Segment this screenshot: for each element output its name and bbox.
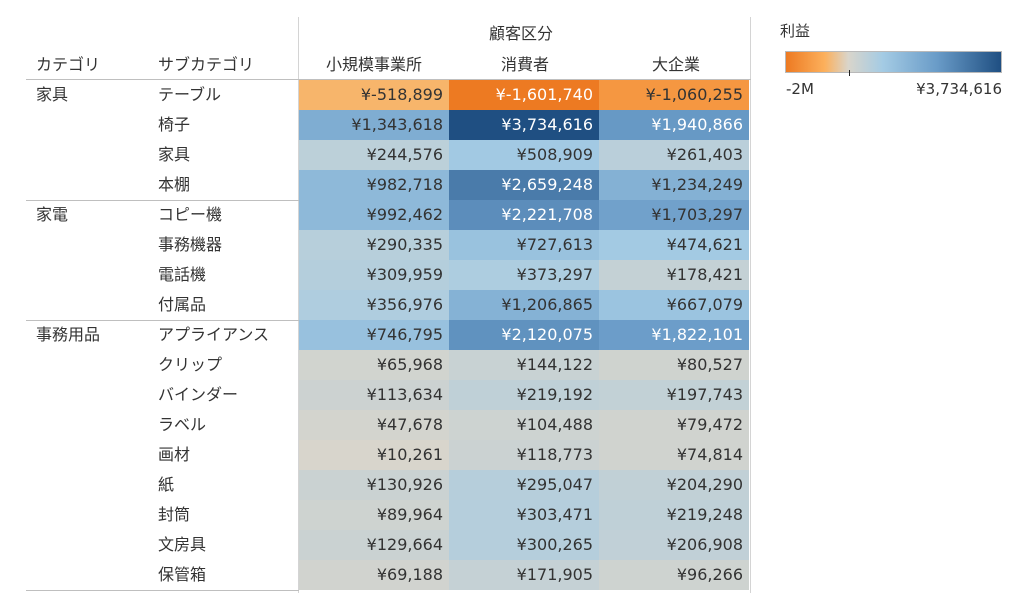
heatmap-cell: ¥1,343,618	[299, 110, 449, 140]
heatmap-cell: ¥300,265	[449, 530, 599, 560]
subcategory-label: 付属品	[158, 295, 207, 314]
heatmap-cell: ¥178,421	[599, 260, 749, 290]
heatmap-cell: ¥982,718	[299, 170, 449, 200]
column-divider	[298, 17, 299, 593]
heatmap-cell: ¥3,734,616	[449, 110, 599, 140]
subcategory-label: 文房具	[158, 535, 207, 554]
heatmap-cell: ¥295,047	[449, 470, 599, 500]
heatmap-cell: ¥1,822,101	[599, 320, 749, 350]
header-rule	[26, 79, 751, 80]
heatmap-cell: ¥171,905	[449, 560, 599, 590]
heatmap-cell: ¥10,261	[299, 440, 449, 470]
subcategory-label: 椅子	[158, 115, 191, 134]
heatmap-cell: ¥1,703,297	[599, 200, 749, 230]
subcategory-label: アプライアンス	[158, 325, 270, 344]
subcategory-label: ラベル	[158, 415, 207, 434]
heatmap-cell: ¥65,968	[299, 350, 449, 380]
column-group-header: 顧客区分	[489, 24, 554, 43]
heatmap-cell: ¥-1,060,255	[599, 80, 749, 110]
heatmap-cell: ¥197,743	[599, 380, 749, 410]
heatmap-cell: ¥144,122	[449, 350, 599, 380]
heatmap-cell: ¥992,462	[299, 200, 449, 230]
heatmap-cell: ¥96,266	[599, 560, 749, 590]
heatmap-cell: ¥74,814	[599, 440, 749, 470]
category-label: 事務用品	[36, 325, 101, 344]
subcategory-label: 保管箱	[158, 565, 207, 584]
heatmap-cell: ¥746,795	[299, 320, 449, 350]
heatmap-cell: ¥2,659,248	[449, 170, 599, 200]
heatmap-cell: ¥79,472	[599, 410, 749, 440]
heatmap-cell: ¥1,206,865	[449, 290, 599, 320]
heatmap-cell: ¥113,634	[299, 380, 449, 410]
subcategory-label: テーブル	[158, 85, 222, 104]
heatmap-cell: ¥219,248	[599, 500, 749, 530]
category-label: 家電	[36, 205, 69, 224]
column-header-small-business: 小規模事業所	[326, 55, 423, 74]
heatmap-cell: ¥1,940,866	[599, 110, 749, 140]
subcategory-label: 紙	[158, 475, 175, 494]
heatmap-cell: ¥69,188	[299, 560, 449, 590]
heatmap-cell: ¥373,297	[449, 260, 599, 290]
heatmap-cell: ¥356,976	[299, 290, 449, 320]
heatmap-cell: ¥206,908	[599, 530, 749, 560]
heatmap-cell: ¥80,527	[599, 350, 749, 380]
heatmap-cell: ¥508,909	[449, 140, 599, 170]
subcategory-label: 画材	[158, 445, 191, 464]
heatmap-cell: ¥47,678	[299, 410, 449, 440]
category-divider	[26, 199, 299, 201]
heatmap-cell: ¥474,621	[599, 230, 749, 260]
subcategory-label: 電話機	[158, 265, 207, 284]
subcategory-label: コピー機	[158, 205, 223, 224]
bottom-rule	[26, 590, 299, 591]
legend-max-label: ¥3,734,616	[916, 80, 1002, 98]
heatmap-cell: ¥104,488	[449, 410, 599, 440]
category-divider	[26, 319, 299, 321]
heatmap-cell: ¥1,234,249	[599, 170, 749, 200]
legend-zero-tick	[849, 70, 850, 76]
heatmap-cell: ¥2,221,708	[449, 200, 599, 230]
category-label: 家具	[36, 85, 69, 104]
legend-title: 利益	[780, 22, 811, 40]
subcategory-label: 事務機器	[158, 235, 223, 254]
heatmap-cell: ¥204,290	[599, 470, 749, 500]
heatmap-cell: ¥727,613	[449, 230, 599, 260]
heatmap-cell: ¥309,959	[299, 260, 449, 290]
column-header-corporate: 大企業	[652, 55, 701, 74]
heatmap-cell: ¥290,335	[299, 230, 449, 260]
subcategory-label: クリップ	[158, 355, 223, 374]
subcategory-label: 本棚	[158, 175, 191, 194]
subcategory-label: バインダー	[158, 385, 239, 404]
column-divider	[750, 17, 751, 593]
heatmap-cell: ¥219,192	[449, 380, 599, 410]
heatmap-cell: ¥244,576	[299, 140, 449, 170]
heatmap-cell: ¥2,120,075	[449, 320, 599, 350]
subcategory-label: 家具	[158, 145, 191, 164]
legend-min-label: -2M	[786, 80, 814, 98]
heatmap-cell: ¥-518,899	[299, 80, 449, 110]
subcategory-label: 封筒	[158, 505, 191, 524]
heatmap-cell: ¥89,964	[299, 500, 449, 530]
legend-color-ramp	[785, 51, 1002, 73]
heatmap-cell: ¥130,926	[299, 470, 449, 500]
heatmap-cell: ¥667,079	[599, 290, 749, 320]
heatmap-cell: ¥129,664	[299, 530, 449, 560]
heatmap-cell: ¥261,403	[599, 140, 749, 170]
heatmap-cell: ¥118,773	[449, 440, 599, 470]
column-header-consumer: 消費者	[501, 55, 550, 74]
row-header-category: カテゴリ	[36, 55, 101, 74]
heatmap-cell: ¥303,471	[449, 500, 599, 530]
heatmap-cell: ¥-1,601,740	[449, 80, 599, 110]
row-header-subcategory: サブカテゴリ	[158, 55, 255, 74]
